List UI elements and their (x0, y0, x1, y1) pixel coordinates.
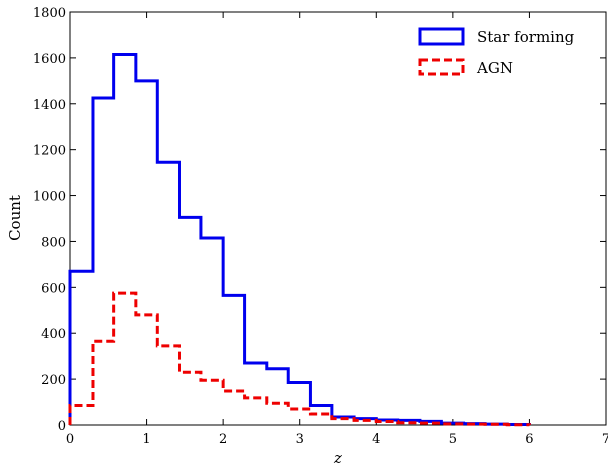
legend-swatch-agn (418, 58, 465, 76)
x-tick-label: 0 (66, 432, 74, 447)
y-tick-label: 200 (41, 373, 66, 388)
y-tick-label: 1400 (33, 98, 66, 113)
x-tick-label: 6 (525, 432, 533, 447)
x-tick-label: 2 (219, 432, 227, 447)
y-tick-label: 1600 (33, 52, 66, 67)
y-tick-label: 0 (58, 419, 66, 434)
x-tick-label: 1 (142, 432, 150, 447)
legend-swatch-star-forming (418, 27, 465, 46)
y-axis-label: Count (6, 195, 24, 241)
series-line-agn (68, 291, 531, 427)
x-axis-label: z (333, 449, 342, 467)
y-tick-label: 400 (41, 327, 66, 342)
y-tick-label: 1200 (33, 144, 66, 159)
legend-label-star-forming: Star forming (477, 28, 575, 46)
x-tick-label: 4 (372, 432, 380, 447)
series-line-star-forming (68, 52, 531, 427)
y-tick-label: 1800 (33, 6, 66, 21)
x-tick-label: 7 (602, 432, 608, 447)
y-tick-label: 800 (41, 235, 66, 250)
series-layer (68, 52, 531, 427)
x-tick-label: 5 (449, 432, 457, 447)
x-tick-label: 3 (296, 432, 304, 447)
ticks-layer: 0 1 2 3 4 5 6 7 0 200 400 600 800 1000 1200 1400 1600 180… (33, 6, 608, 447)
y-tick-label: 600 (41, 281, 66, 296)
y-tick-label: 1000 (33, 190, 66, 205)
plot-frame (69, 11, 607, 426)
legend: Star forming AGN (418, 27, 575, 77)
legend-label-agn: AGN (476, 59, 513, 77)
